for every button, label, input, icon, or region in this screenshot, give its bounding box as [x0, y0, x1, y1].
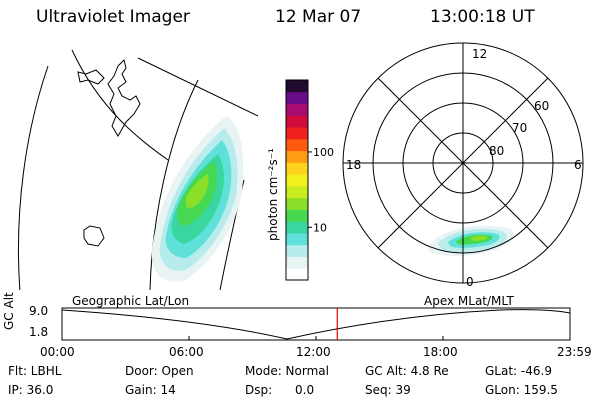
altitude-axis-label: GC Alt [2, 292, 16, 330]
observation-date: 12 Mar 07 [275, 7, 362, 27]
apex-panel-title: Apex MLat/MLT [424, 294, 514, 308]
mlt-line-diagonal [377, 77, 549, 249]
colorbar-band [286, 268, 308, 281]
door-readout: Door: Open [125, 364, 194, 378]
colorbar-unit-label: photon cm⁻²s⁻¹ [266, 148, 280, 241]
gc-alt-readout: GC Alt: 4.8 Re [365, 364, 449, 378]
colorbar: 100 10 photon cm⁻²s⁻¹ [266, 79, 334, 281]
altitude-tick-low: 1.8 [29, 325, 49, 339]
coastline-island [83, 225, 105, 247]
seq-readout: Seq: 39 [365, 383, 411, 397]
colorbar-band [286, 209, 308, 222]
uv-aurora-emission-geo [151, 116, 244, 282]
geographic-panel-title: Geographic Lat/Lon [72, 294, 190, 308]
colorbar-band [286, 197, 308, 210]
colorbar-band [286, 150, 308, 163]
colorbar-band [286, 80, 308, 93]
time-axis-label: 23:59 [557, 345, 592, 359]
time-axis-label: 12:00 [296, 345, 331, 359]
ip-readout: IP: 36.0 [8, 383, 54, 397]
mlat-label-70: 70 [512, 121, 527, 135]
colorbar-band [286, 103, 308, 116]
colorbar-band [286, 185, 308, 199]
mlt-label-0: 0 [466, 275, 474, 289]
mode-readout: Mode: Normal [245, 364, 329, 378]
uv-aurora-emission-polar [428, 225, 515, 256]
polar-map: 12 18 6 0 60 70 80 [342, 42, 584, 289]
altitude-curve [61, 309, 571, 340]
colorbar-band [286, 232, 308, 246]
altitude-plot-frame [61, 307, 571, 341]
time-axis-label: 00:00 [40, 345, 75, 359]
altitude-tick-high: 9.0 [29, 304, 49, 318]
meridian-line [17, 65, 49, 290]
mlt-label-18: 18 [346, 158, 361, 172]
glat-readout: GLat: -46.9 [485, 364, 552, 378]
observation-time: 13:00:18 UT [430, 7, 535, 27]
glon-readout: GLon: 159.5 [485, 383, 558, 397]
dsp-readout: Dsp: 0.0 [245, 383, 315, 397]
geographic-map [17, 49, 258, 290]
colorbar-band [286, 115, 308, 128]
colorbar-tick-label: 100 [313, 146, 334, 159]
meridian-line [149, 79, 199, 290]
altitude-plot [61, 307, 571, 341]
mlat-label-60: 60 [534, 99, 549, 113]
filter-readout: Flt: LBHL [8, 364, 62, 378]
time-axis-label: 18:00 [423, 345, 458, 359]
colorbar-band [286, 256, 308, 269]
colorbar-tick-label: 10 [313, 221, 327, 234]
colorbar-band [286, 138, 308, 152]
colorbar-frame [285, 79, 309, 281]
colorbar-band [286, 221, 308, 234]
gain-readout: Gain: 14 [125, 383, 176, 397]
parallel-line [137, 57, 258, 117]
coastline-new-zealand-south [77, 69, 105, 85]
mlat-label-80: 80 [489, 144, 504, 158]
coastline-new-zealand-north [107, 59, 141, 137]
mlt-label-12: 12 [472, 47, 487, 61]
colorbar-band [286, 174, 308, 187]
colorbar-band [286, 162, 308, 175]
colorbar-band [286, 244, 308, 257]
time-axis-label: 06:00 [169, 345, 204, 359]
parallel-line [71, 49, 169, 161]
instrument-title: Ultraviolet Imager [36, 7, 190, 27]
colorbar-band [286, 91, 308, 105]
colorbar-band [286, 127, 308, 140]
mlt-label-6: 6 [574, 158, 582, 172]
